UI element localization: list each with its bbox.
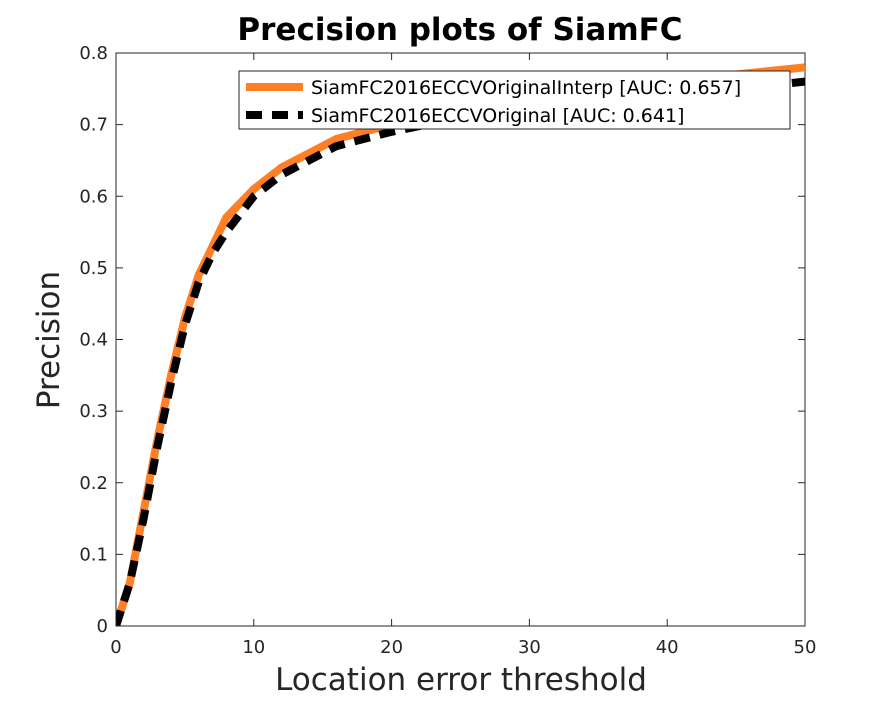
legend-entry-1: SiamFC2016ECCVOriginal [AUC: 0.641] (311, 105, 684, 127)
y-tick-label-8: 0.8 (79, 43, 108, 64)
x-tick-label-2: 20 (380, 637, 403, 658)
plot-frame (115, 52, 806, 627)
legend-entry-0: SiamFC2016ECCVOriginalInterp [AUC: 0.657… (311, 77, 741, 99)
x-axis-label: Location error threshold (275, 662, 647, 698)
x-tick-label-4: 40 (656, 637, 679, 658)
x-tick-label-0: 0 (110, 637, 121, 658)
y-tick-label-1: 0.1 (79, 544, 108, 565)
y-tick-label-7: 0.7 (79, 115, 108, 136)
y-tick-label-3: 0.3 (79, 401, 108, 422)
y-tick-label-5: 0.5 (79, 258, 108, 279)
y-tick-label-2: 0.2 (79, 473, 108, 494)
x-tick-label-5: 50 (794, 637, 817, 658)
y-tick-label-0: 0 (97, 616, 108, 637)
chart-title: Precision plots of SiamFC (237, 12, 682, 48)
x-tick-label-1: 10 (242, 637, 265, 658)
y-tick-label-6: 0.6 (79, 186, 108, 207)
x-tick-label-3: 30 (518, 637, 541, 658)
legend-box (238, 70, 791, 130)
y-tick-label-4: 0.4 (79, 330, 108, 351)
axes-box (115, 52, 806, 627)
legend: SiamFC2016ECCVOriginalInterp [AUC: 0.657… (238, 70, 791, 130)
y-axis-label: Precision (31, 271, 67, 409)
ticks-layer: 0 10 20 30 40 50 0 0.1 0.2 0.3 0.4 0.5 0.6 0.7 0.8 (79, 43, 816, 658)
